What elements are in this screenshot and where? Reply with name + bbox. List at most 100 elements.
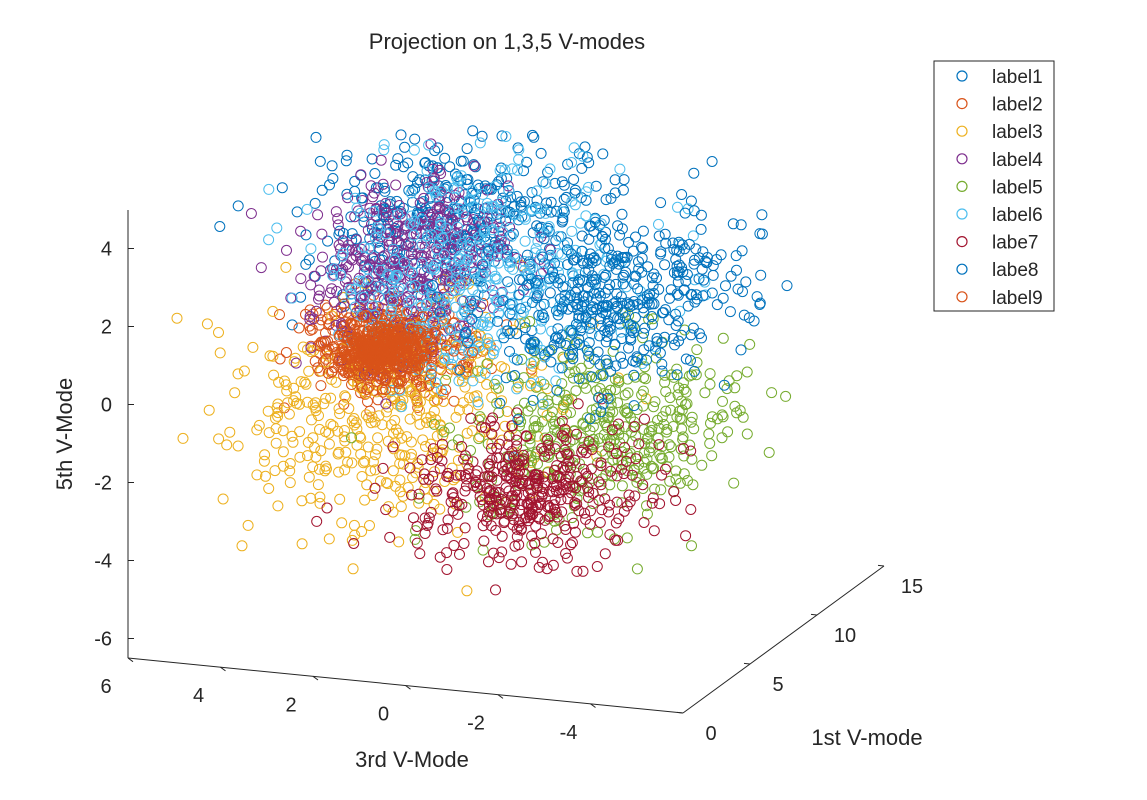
data-point [600, 354, 612, 366]
data-point [596, 473, 608, 485]
data-point [514, 274, 525, 286]
data-point [584, 425, 596, 437]
data-point [659, 304, 671, 316]
data-point [526, 539, 538, 551]
data-point [569, 338, 581, 350]
data-point [447, 182, 459, 194]
x-tick-label: -4 [560, 722, 578, 744]
data-point [646, 421, 658, 433]
data-point [365, 337, 376, 349]
data-point [735, 344, 747, 356]
data-point [511, 523, 523, 535]
data-point [414, 418, 426, 430]
data-point [607, 345, 619, 357]
data-point [486, 454, 498, 466]
x-tick-mark [312, 675, 319, 681]
data-point [314, 340, 326, 352]
data-point [370, 202, 382, 214]
data-point [576, 162, 588, 174]
legend-item-label1[interactable]: label1 [956, 67, 1043, 88]
legend-item-label9[interactable]: label9 [956, 288, 1043, 309]
data-point [481, 511, 493, 523]
legend-label: label9 [992, 288, 1043, 309]
data-point [474, 137, 486, 149]
data-point [325, 392, 337, 404]
data-point [420, 330, 432, 342]
data-point [511, 354, 523, 366]
data-point [251, 469, 263, 481]
data-point [628, 369, 640, 381]
data-point [439, 352, 451, 364]
data-point [370, 376, 382, 387]
y-tick-mark [676, 711, 684, 714]
data-point [492, 315, 503, 327]
data-point [551, 305, 562, 317]
legend-item-label4[interactable]: label4 [956, 150, 1043, 171]
data-point [545, 196, 557, 208]
data-point [461, 361, 473, 373]
data-point [653, 230, 665, 242]
axes-3d: 4 2 0 -2 -4 -6 6 4 2 0 -2 -4 0 5 10 15 [94, 210, 923, 745]
data-point [276, 182, 288, 194]
data-point [367, 317, 378, 329]
data-point [612, 397, 624, 409]
data-point [556, 303, 568, 315]
data-point [529, 472, 541, 484]
data-point [577, 274, 589, 286]
data-point [459, 381, 471, 393]
data-point [533, 561, 545, 573]
data-point [332, 213, 344, 225]
data-point [567, 327, 579, 339]
data-point [637, 483, 649, 494]
data-point [349, 211, 361, 223]
data-point [379, 324, 391, 336]
data-point [349, 529, 361, 541]
data-point [481, 320, 493, 332]
data-point [364, 520, 375, 531]
legend-item-labe7[interactable]: labe7 [956, 233, 1039, 254]
data-point [541, 224, 553, 236]
data-point [656, 469, 668, 481]
data-point [483, 251, 495, 263]
data-point [446, 358, 457, 370]
data-point [613, 513, 625, 525]
data-point [384, 531, 396, 543]
data-point [532, 421, 544, 433]
data-point [413, 492, 425, 504]
legend[interactable]: label1 label2 label3 label4 label5 label6 labe… [933, 60, 1055, 312]
data-point [400, 337, 412, 348]
x-tick-label: 4 [193, 685, 204, 707]
legend-item-labe8[interactable]: labe8 [956, 260, 1039, 281]
data-point [604, 279, 616, 291]
legend-item-label3[interactable]: label3 [956, 122, 1043, 143]
data-point [623, 236, 635, 248]
data-point [461, 585, 473, 597]
legend-item-label2[interactable]: label2 [956, 95, 1043, 116]
data-point [557, 212, 569, 224]
data-point [695, 223, 707, 235]
legend-item-label6[interactable]: label6 [956, 205, 1043, 226]
data-point [495, 196, 507, 208]
legend-item-label5[interactable]: label5 [956, 177, 1043, 198]
data-point [502, 276, 514, 288]
data-point [685, 289, 697, 301]
data-point [548, 339, 560, 351]
data-point [316, 184, 328, 196]
data-point [511, 434, 522, 446]
data-point [295, 225, 307, 237]
data-point [668, 486, 680, 497]
data-point [703, 428, 715, 440]
data-point [512, 377, 524, 389]
data-point [436, 424, 448, 436]
data-point [612, 220, 624, 232]
data-point [549, 257, 560, 269]
data-point [523, 278, 535, 290]
data-point [545, 260, 557, 272]
legend-marker [956, 70, 968, 82]
data-point [263, 234, 275, 246]
data-point [617, 357, 629, 369]
data-point [381, 223, 393, 235]
data-point [482, 245, 494, 257]
data-point [529, 277, 541, 289]
data-point [529, 537, 541, 549]
